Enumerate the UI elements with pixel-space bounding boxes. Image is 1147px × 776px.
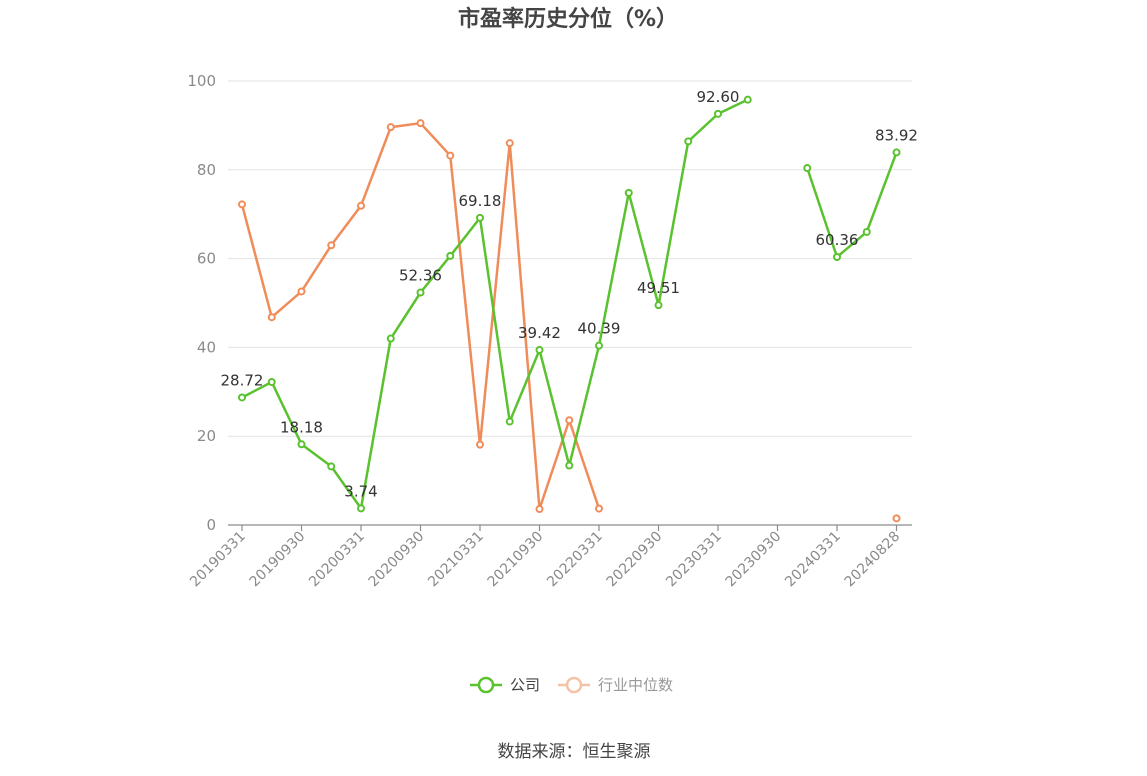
legend-industry-marker — [565, 676, 583, 694]
x-tick-label: 20210331 — [425, 529, 487, 591]
x-tick-label: 20230331 — [663, 529, 725, 591]
data-point-company — [892, 148, 901, 157]
data-point-industry — [892, 514, 901, 523]
legend-item-industry[interactable]: 行业中位数 — [558, 676, 673, 694]
x-tick-label: 20230930 — [723, 529, 785, 591]
data-point-company — [297, 440, 306, 449]
data-point-company — [386, 334, 395, 343]
series-line-company — [241, 98, 749, 510]
data-source: 数据来源：恒生聚源 — [498, 742, 651, 762]
data-point-company — [446, 251, 455, 260]
data-point-industry — [446, 151, 455, 160]
y-tick-label: 0 — [206, 516, 216, 534]
x-tick-label: 20240331 — [782, 529, 844, 591]
data-point-company — [416, 288, 425, 297]
series-industry — [238, 119, 901, 523]
data-point-industry — [505, 139, 514, 148]
data-label: 69.18 — [459, 192, 502, 210]
data-point-industry — [416, 119, 425, 128]
grid-lines — [228, 80, 912, 437]
x-tick-label: 20220331 — [544, 529, 606, 591]
data-label: 49.51 — [637, 279, 680, 297]
x-tick-label: 20190331 — [187, 529, 249, 591]
legend-company-label: 公司 — [510, 676, 540, 694]
data-point-industry — [476, 440, 484, 449]
data-point-company — [327, 462, 336, 471]
data-point-industry — [386, 123, 395, 132]
legend[interactable]: 公司 行业中位数 — [470, 676, 673, 694]
data-point-company — [862, 227, 871, 236]
data-point-industry — [327, 241, 336, 250]
data-point-company — [833, 253, 841, 262]
data-point-company — [684, 137, 693, 146]
data-label: 18.18 — [280, 418, 323, 436]
y-tick-label: 100 — [187, 72, 216, 90]
data-point-industry — [267, 313, 276, 322]
legend-item-company[interactable]: 公司 — [470, 676, 540, 694]
data-label: 40.39 — [578, 320, 621, 338]
y-tick-label: 20 — [197, 427, 216, 445]
series-lines — [238, 95, 901, 523]
y-tick-label: 60 — [197, 250, 216, 268]
y-tick-label: 80 — [197, 161, 216, 179]
data-label: 92.60 — [697, 88, 740, 106]
series-line-industry — [240, 121, 601, 511]
data-point-industry — [297, 287, 306, 296]
legend-industry-label: 行业中位数 — [598, 676, 673, 694]
data-point-company — [743, 95, 752, 104]
x-tick-label: 20220930 — [604, 529, 666, 591]
data-point-company — [357, 504, 365, 513]
data-point-industry — [535, 505, 544, 514]
series-company — [238, 95, 901, 513]
data-label: 83.92 — [875, 126, 918, 144]
x-tick-label: 20200930 — [366, 529, 428, 591]
data-label: 60.36 — [816, 231, 859, 249]
data-point-company — [238, 393, 246, 402]
x-tick-label: 20240828 — [842, 529, 904, 591]
data-point-company — [535, 345, 544, 354]
data-point-industry — [357, 201, 365, 210]
data-point-industry — [595, 504, 603, 513]
data-point-company — [267, 378, 276, 387]
data-label: 28.72 — [221, 371, 264, 389]
data-point-company — [565, 461, 574, 470]
data-label: 39.42 — [518, 324, 561, 342]
legend-company-marker — [477, 676, 495, 694]
data-point-company — [595, 341, 603, 350]
data-point-company — [624, 188, 633, 197]
data-point-company — [714, 109, 722, 118]
data-point-industry — [238, 200, 246, 209]
series-line-company — [806, 151, 898, 259]
data-point-company — [654, 301, 663, 310]
y-tick-label: 40 — [197, 338, 216, 356]
data-point-industry — [565, 416, 574, 425]
data-label: 3.74 — [344, 482, 377, 500]
x-tick-label: 20210930 — [485, 529, 547, 591]
data-labels: 28.72 18.18 3.74 52.36 69.18 39.42 40.39 49.51 9… — [221, 88, 918, 501]
data-label: 52.36 — [399, 267, 442, 285]
data-point-company — [803, 164, 812, 173]
x-tick-label: 20200331 — [306, 529, 368, 591]
x-tick-label: 20190930 — [247, 529, 309, 591]
chart-title: 市盈率历史分位（%） — [458, 6, 678, 32]
data-point-company — [505, 417, 514, 426]
data-point-company — [476, 213, 484, 222]
